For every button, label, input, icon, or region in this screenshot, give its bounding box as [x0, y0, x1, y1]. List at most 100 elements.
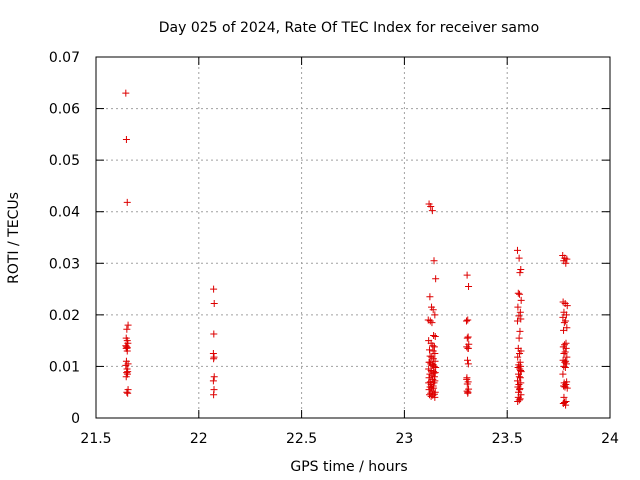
- x-tick-label: 24: [601, 431, 619, 447]
- data-points: [122, 89, 571, 409]
- y-tick-label: 0: [71, 411, 80, 427]
- data-point: [124, 389, 132, 397]
- data-point: [431, 333, 439, 341]
- data-point: [562, 317, 570, 325]
- data-point: [428, 319, 436, 327]
- data-point: [563, 353, 571, 361]
- x-tick-label: 22: [190, 431, 208, 447]
- data-point: [431, 311, 439, 319]
- data-point: [560, 382, 568, 390]
- data-point: [431, 369, 439, 377]
- x-tick-label: 21.5: [80, 431, 111, 447]
- data-point: [429, 361, 437, 369]
- data-point: [560, 393, 568, 401]
- data-point: [513, 246, 521, 254]
- data-point: [430, 331, 438, 339]
- data-point: [426, 293, 434, 301]
- data-point: [428, 353, 436, 361]
- data-point: [464, 316, 472, 324]
- data-point: [515, 254, 523, 262]
- data-point: [122, 361, 130, 369]
- data-point: [462, 317, 470, 325]
- data-point: [514, 289, 522, 297]
- plot-frame: [95, 56, 611, 419]
- data-point: [516, 327, 524, 335]
- data-point: [561, 358, 569, 366]
- data-point: [463, 271, 471, 279]
- data-point: [430, 369, 438, 377]
- chart-title: Day 025 of 2024, Rate Of TEC Index for r…: [159, 20, 539, 36]
- data-point: [562, 401, 570, 409]
- data-point: [560, 379, 568, 387]
- y-tick-label: 0.05: [49, 153, 80, 169]
- data-point: [432, 275, 440, 283]
- y-axis-label: ROTI / TECUs: [6, 192, 22, 284]
- data-point: [514, 353, 522, 361]
- data-point: [123, 325, 131, 333]
- data-point: [122, 89, 130, 97]
- data-point: [123, 388, 131, 396]
- data-point: [463, 343, 471, 351]
- data-point: [562, 344, 570, 352]
- data-point: [122, 136, 130, 144]
- data-point: [428, 384, 436, 392]
- x-axis-label: GPS time / hours: [290, 459, 407, 475]
- data-point: [562, 259, 570, 267]
- y-tick-label: 0.04: [49, 205, 80, 221]
- data-point: [563, 384, 571, 392]
- data-point: [427, 392, 435, 400]
- data-point: [464, 333, 472, 341]
- data-point: [464, 389, 472, 397]
- x-tick-label: 22.5: [286, 431, 317, 447]
- data-point: [429, 306, 437, 314]
- data-point: [210, 355, 218, 363]
- data-point: [515, 373, 523, 381]
- data-point: [209, 377, 217, 385]
- data-point: [517, 296, 525, 304]
- data-point: [425, 346, 433, 354]
- data-point: [425, 379, 433, 387]
- data-point: [124, 321, 132, 329]
- data-point: [560, 326, 568, 334]
- data-point: [561, 363, 569, 371]
- data-point: [516, 290, 524, 298]
- data-point: [464, 360, 472, 368]
- data-point: [431, 357, 439, 365]
- data-point: [560, 362, 568, 370]
- y-tick-label: 0.06: [49, 102, 80, 118]
- data-point: [517, 265, 525, 273]
- data-point: [517, 367, 525, 375]
- data-point: [210, 300, 218, 308]
- data-point: [426, 317, 434, 325]
- data-point: [122, 373, 130, 381]
- data-point: [559, 370, 567, 378]
- data-point: [210, 373, 218, 381]
- y-tick-label: 0.02: [49, 308, 80, 324]
- data-point: [516, 269, 524, 277]
- data-point: [464, 344, 472, 352]
- data-point: [516, 350, 524, 358]
- data-point: [430, 257, 438, 265]
- data-point: [123, 347, 131, 355]
- data-point: [516, 308, 524, 316]
- data-point: [515, 334, 523, 342]
- x-tick-label: 23.5: [492, 431, 523, 447]
- data-point: [431, 393, 439, 401]
- data-point: [560, 319, 568, 327]
- data-point: [427, 203, 435, 211]
- data-point: [463, 380, 471, 388]
- data-point: [561, 348, 569, 356]
- axis-ticks: 0 0.01 0.02 0.03 0.04 0.05 0.06 0.07 21.5 22 22.5 2…: [49, 50, 619, 447]
- data-point: [563, 302, 571, 310]
- y-tick-label: 0.01: [49, 359, 80, 375]
- data-point: [465, 282, 473, 290]
- data-point: [514, 303, 522, 311]
- data-point: [430, 343, 438, 351]
- data-point: [428, 207, 436, 215]
- data-point: [123, 198, 131, 206]
- data-point: [463, 375, 471, 383]
- x-tick-label: 23: [395, 431, 413, 447]
- data-point: [431, 350, 439, 358]
- y-tick-label: 0.03: [49, 256, 80, 272]
